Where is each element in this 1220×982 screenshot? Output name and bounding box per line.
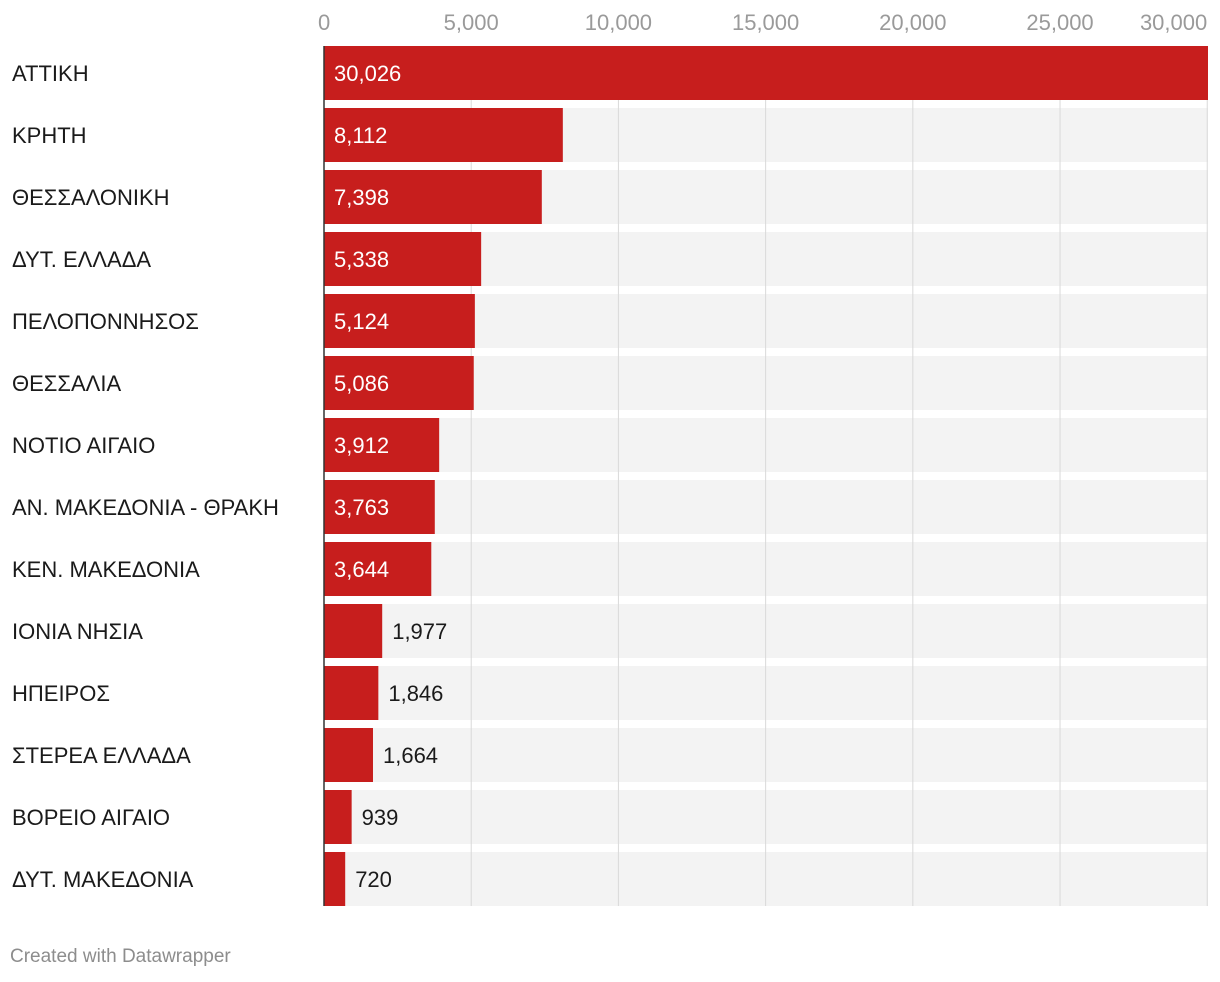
value-label: 1,977 [392,619,447,644]
value-label: 5,086 [334,371,389,396]
category-label: ΙΟΝΙΑ ΝΗΣΙΑ [12,619,143,644]
category-label: ΚΡΗΤΗ [12,123,87,148]
value-label: 3,912 [334,433,389,458]
bar [324,728,373,782]
value-label: 3,644 [334,557,389,582]
bar [324,356,474,410]
bar [324,232,482,286]
bars [324,46,1208,906]
x-axis-ticks: 0 5,000 10,000 15,000 20,000 25,000 30,000 [318,10,1207,35]
chart-svg: 0 5,000 10,000 15,000 20,000 25,000 30,000 ΑΤΤ… [12,10,1208,906]
bar [324,294,475,348]
category-label: ΘΕΣΣΑΛΟΝΙΚΗ [12,185,170,210]
category-labels: ΑΤΤΙΚΗ ΚΡΗΤΗ ΘΕΣΣΑΛΟΝΙΚΗ ΔΥΤ. ΕΛΛΑΔΑ ΠΕΛΟΠΟΝ… [12,61,279,892]
bar [324,418,440,472]
x-tick-label: 15,000 [732,10,799,35]
category-label: ΔΥΤ. ΕΛΛΑΔΑ [12,247,151,272]
value-label: 30,026 [334,61,401,86]
category-label: ΗΠΕΙΡΟΣ [12,681,110,706]
value-label: 5,338 [334,247,389,272]
credit-text: Created with Datawrapper [10,946,231,967]
bar [324,852,346,906]
value-label: 939 [362,805,399,830]
category-label: ΚΕΝ. ΜΑΚΕΔΟΝΙΑ [12,557,200,582]
category-label: ΑΝ. ΜΑΚΕΔΟΝΙΑ - ΘΡΑΚΗ [12,495,279,520]
value-label: 5,124 [334,309,389,334]
category-label: ΔΥΤ. ΜΑΚΕΔΟΝΙΑ [12,867,194,892]
value-label: 1,846 [388,681,443,706]
x-tick-label: 5,000 [444,10,499,35]
value-label: 7,398 [334,185,389,210]
bar [324,480,435,534]
category-label: ΣΤΕΡΕΑ ΕΛΛΑΔΑ [12,743,191,768]
category-label: ΘΕΣΣΑΛΙΑ [12,371,121,396]
category-label: ΝΟΤΙΟ ΑΙΓΑΙΟ [12,433,155,458]
x-tick-label: 10,000 [585,10,652,35]
category-label: ΠΕΛΟΠΟΝΝΗΣΟΣ [12,309,199,334]
x-tick-label: 25,000 [1026,10,1093,35]
value-label: 3,763 [334,495,389,520]
x-tick-label: 0 [318,10,330,35]
bar [324,542,432,596]
value-label: 720 [355,867,392,892]
x-tick-label: 20,000 [879,10,946,35]
bar [324,666,379,720]
bar [324,790,352,844]
bar [324,46,1208,100]
category-label: ΒΟΡΕΙΟ ΑΙΓΑΙΟ [12,805,170,830]
bar [324,108,563,162]
category-label: ΑΤΤΙΚΗ [12,61,89,86]
value-label: 8,112 [334,123,387,148]
value-labels: 30,026 8,112 7,398 5,338 5,124 5,086 3,912 3,76… [334,61,447,892]
bar [324,604,383,658]
value-label: 1,664 [383,743,438,768]
x-tick-label: 30,000 [1140,10,1207,35]
bar [324,170,542,224]
